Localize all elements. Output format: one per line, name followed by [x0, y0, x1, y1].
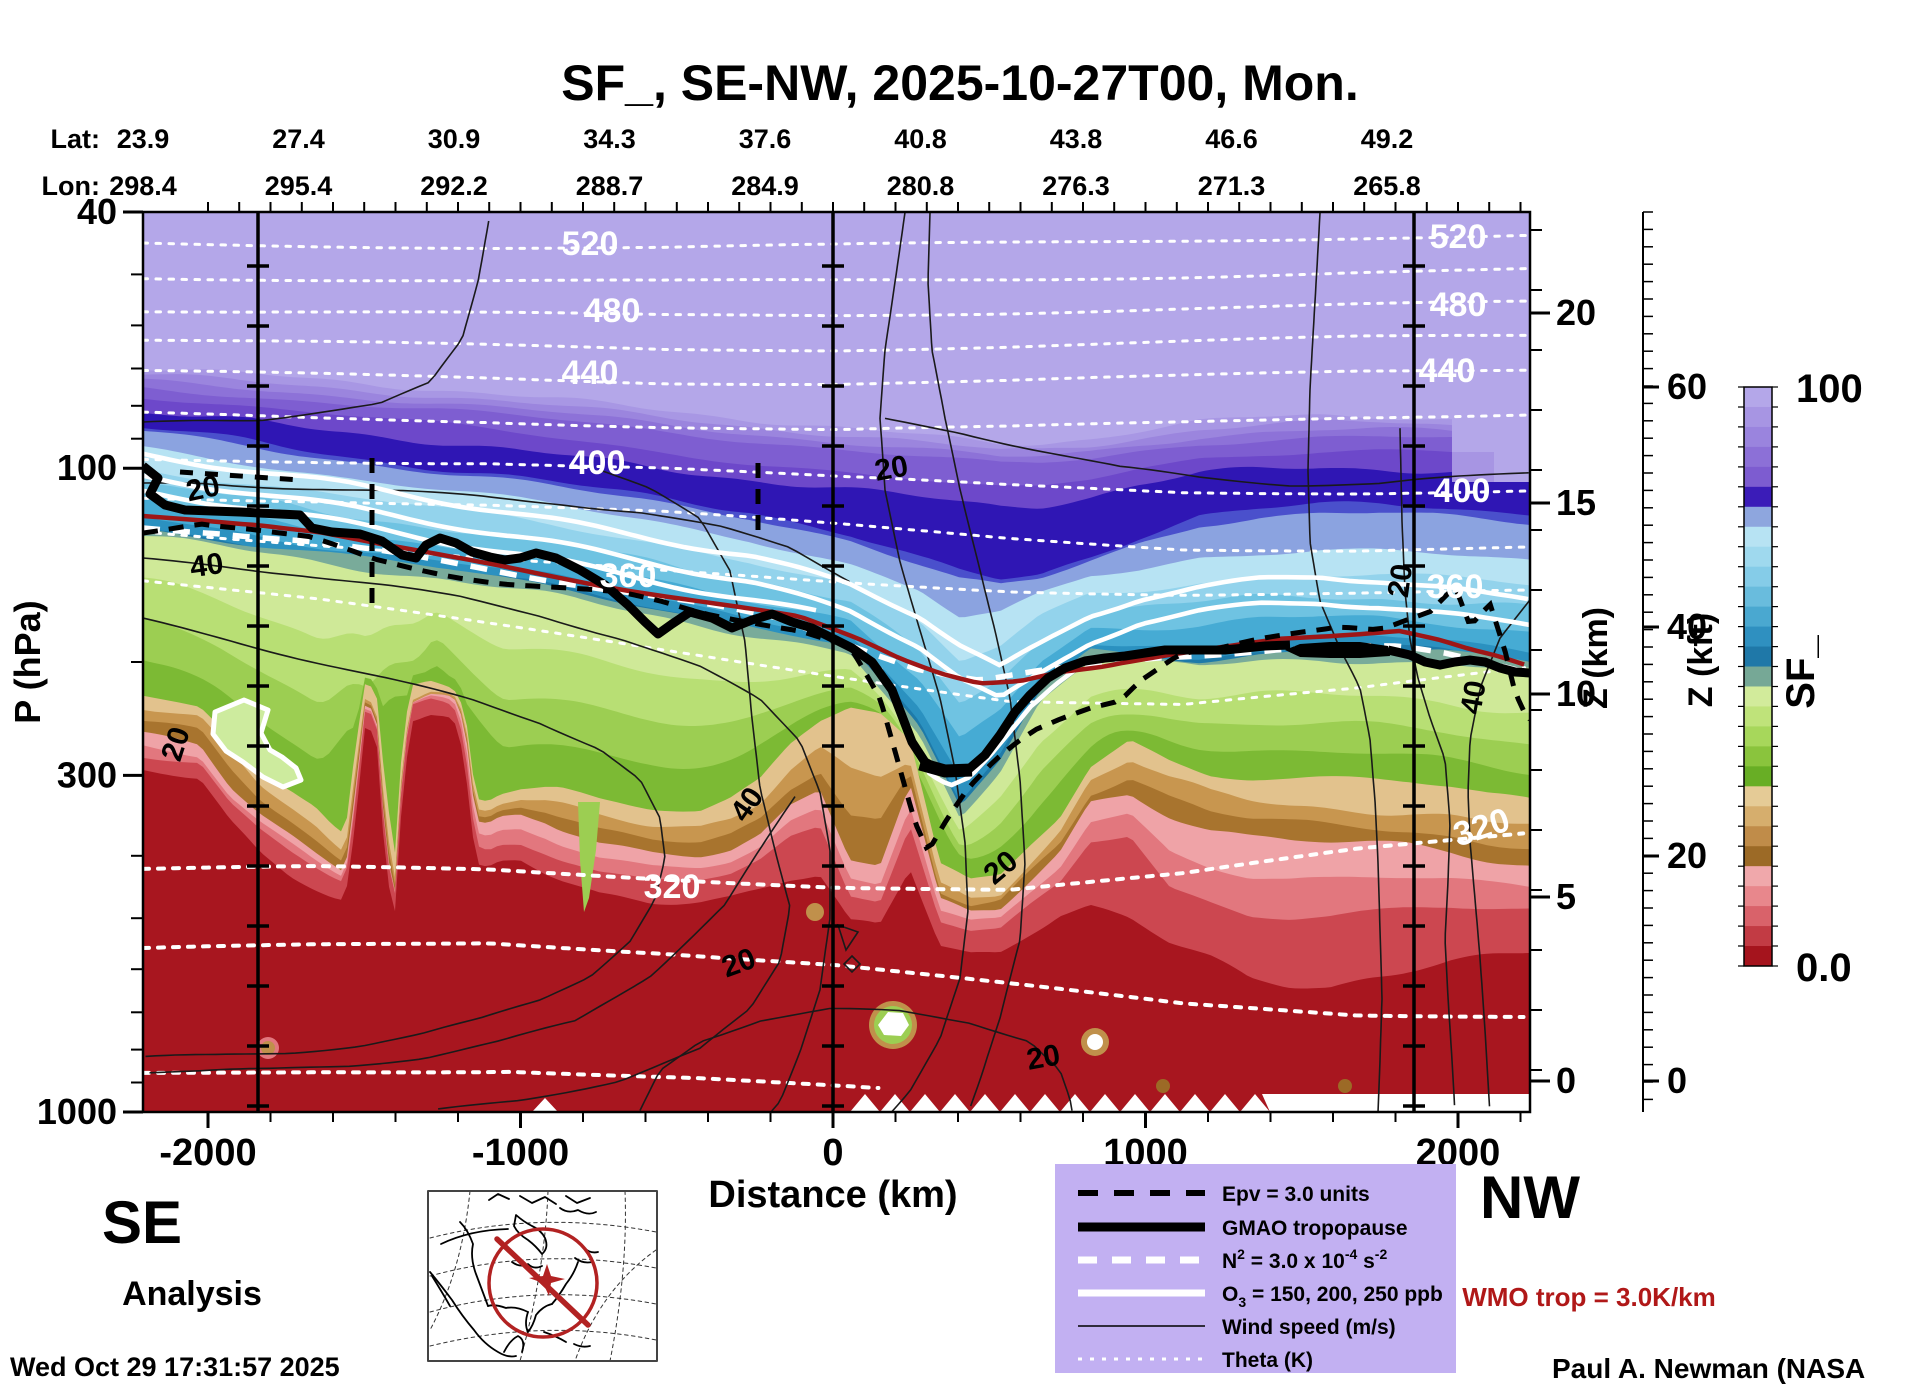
- svg-text:292.2: 292.2: [420, 171, 488, 201]
- svg-text:SF_, SE-NW, 2025-10-27T00, Mon: SF_, SE-NW, 2025-10-27T00, Mon.: [561, 55, 1359, 111]
- svg-text:265.8: 265.8: [1353, 171, 1421, 201]
- svg-text:Theta (K): Theta (K): [1222, 1349, 1313, 1372]
- svg-text:46.6: 46.6: [1205, 124, 1258, 154]
- svg-text:Z (kft): Z (kft): [1682, 613, 1720, 707]
- svg-text:20: 20: [1024, 1038, 1063, 1076]
- svg-text:Wed Oct 29 17:31:57 2025: Wed Oct 29 17:31:57 2025: [10, 1352, 340, 1382]
- svg-text:295.4: 295.4: [265, 171, 333, 201]
- svg-text:284.9: 284.9: [731, 171, 799, 201]
- svg-text:288.7: 288.7: [576, 171, 644, 201]
- svg-text:Z (km): Z (km): [1577, 607, 1615, 709]
- svg-text:360: 360: [1427, 568, 1484, 606]
- svg-text:400: 400: [1434, 472, 1491, 510]
- svg-text:34.3: 34.3: [583, 124, 636, 154]
- svg-text:WMO trop = 3.0K/km: WMO trop = 3.0K/km: [1462, 1282, 1716, 1312]
- svg-text:NW: NW: [1480, 1164, 1580, 1231]
- svg-text:360: 360: [600, 557, 657, 595]
- svg-text:27.4: 27.4: [272, 124, 325, 154]
- svg-text:37.6: 37.6: [739, 124, 792, 154]
- svg-text:Epv = 3.0 units: Epv = 3.0 units: [1222, 1183, 1370, 1206]
- svg-text:49.2: 49.2: [1361, 124, 1414, 154]
- svg-text:271.3: 271.3: [1198, 171, 1266, 201]
- svg-text:5: 5: [1556, 876, 1576, 917]
- svg-text:40.8: 40.8: [894, 124, 947, 154]
- svg-text:20: 20: [872, 449, 911, 487]
- svg-text:Paul A. Newman (NASA: Paul A. Newman (NASA: [1552, 1353, 1865, 1384]
- svg-text:320: 320: [644, 868, 701, 906]
- svg-text:276.3: 276.3: [1042, 171, 1110, 201]
- svg-text:Analysis: Analysis: [122, 1275, 262, 1313]
- svg-text:100: 100: [1796, 367, 1863, 411]
- svg-text:N2 = 3.0 x 10-4 s-2: N2 = 3.0 x 10-4 s-2: [1222, 1246, 1387, 1273]
- svg-text:0: 0: [822, 1132, 843, 1174]
- svg-text:20: 20: [1667, 835, 1707, 876]
- svg-text:440: 440: [562, 354, 619, 392]
- svg-text:40: 40: [188, 547, 226, 584]
- svg-text:480: 480: [584, 292, 641, 330]
- svg-text:480: 480: [1430, 286, 1487, 324]
- svg-text:100: 100: [57, 447, 117, 488]
- svg-text:520: 520: [1430, 218, 1487, 256]
- svg-text:23.9: 23.9: [117, 124, 170, 154]
- svg-text:Distance (km): Distance (km): [708, 1174, 957, 1216]
- svg-text:300: 300: [57, 754, 117, 795]
- svg-text:60: 60: [1667, 366, 1707, 407]
- svg-text:20: 20: [1556, 292, 1596, 333]
- svg-text:Wind speed (m/s): Wind speed (m/s): [1222, 1316, 1396, 1339]
- svg-text:43.8: 43.8: [1050, 124, 1103, 154]
- svg-text:40: 40: [1667, 606, 1707, 647]
- svg-text:20: 20: [183, 469, 223, 508]
- svg-text:30.9: 30.9: [428, 124, 481, 154]
- svg-text:O3 = 150, 200, 250 ppb: O3 = 150, 200, 250 ppb: [1222, 1283, 1443, 1310]
- svg-text:Lon:: Lon:: [42, 171, 100, 201]
- svg-text:520: 520: [562, 225, 619, 263]
- svg-text:-1000: -1000: [472, 1132, 569, 1174]
- svg-text:1000: 1000: [37, 1091, 117, 1132]
- svg-text:SF_: SF_: [1779, 635, 1823, 709]
- svg-text:40: 40: [77, 191, 117, 232]
- svg-text:440: 440: [1419, 352, 1476, 390]
- svg-text:280.8: 280.8: [887, 171, 955, 201]
- svg-text:10: 10: [1556, 673, 1596, 714]
- svg-text:-2000: -2000: [159, 1132, 256, 1174]
- svg-text:40: 40: [1454, 678, 1492, 717]
- svg-text:GMAO tropopause: GMAO tropopause: [1222, 1217, 1408, 1240]
- svg-text:400: 400: [569, 444, 626, 482]
- svg-text:15: 15: [1556, 482, 1596, 523]
- svg-text:298.4: 298.4: [109, 171, 177, 201]
- svg-text:0.0: 0.0: [1796, 946, 1852, 990]
- svg-text:P (hPa): P (hPa): [7, 600, 48, 723]
- svg-text:0: 0: [1667, 1060, 1687, 1101]
- svg-text:SE: SE: [102, 1189, 182, 1256]
- svg-text:Lat:: Lat:: [51, 124, 101, 154]
- svg-text:0: 0: [1556, 1060, 1576, 1101]
